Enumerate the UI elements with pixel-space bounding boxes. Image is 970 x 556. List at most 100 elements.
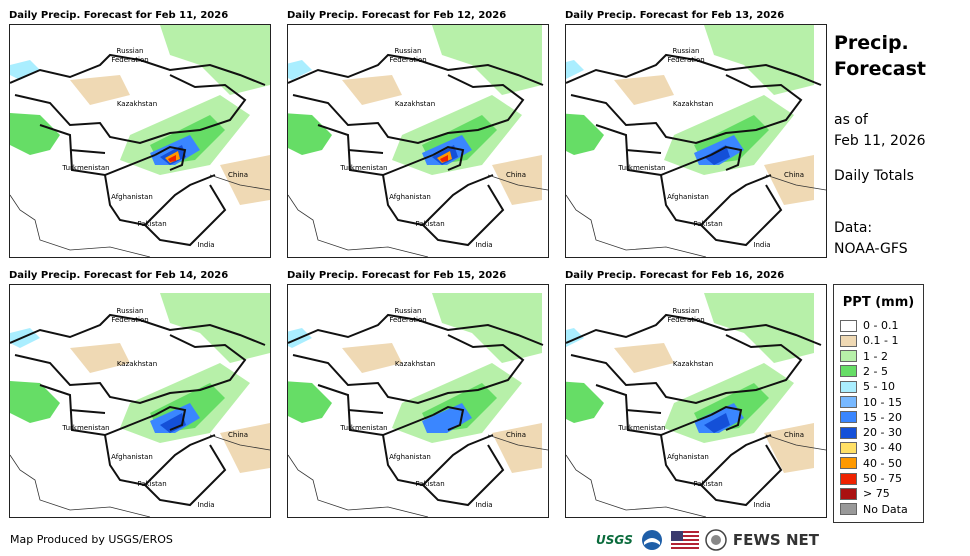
legend-item: 15 - 20 — [840, 411, 902, 424]
legend-swatch — [840, 411, 857, 424]
legend-label: 2 - 5 — [863, 364, 888, 378]
legend-label: 10 - 15 — [863, 395, 902, 409]
legend-item: > 75 — [840, 487, 890, 500]
label-kazakhstan: Kazakhstan — [117, 360, 157, 368]
forecast-map: Russian Federation Kazakhstan Turkmenist… — [565, 284, 827, 518]
label-china: China — [506, 171, 526, 179]
label-india: India — [475, 241, 492, 249]
label-russia: Russian — [117, 47, 144, 55]
forecast-map: Russian Federation Kazakhstan Turkmenist… — [565, 24, 827, 258]
legend-item: 40 - 50 — [840, 457, 902, 470]
legend-swatch — [840, 472, 857, 485]
country-borders — [288, 53, 544, 247]
forecast-map: Russian Federation Kazakhstan Turkmenist… — [287, 284, 549, 518]
label-india: India — [197, 241, 214, 249]
legend-label: 20 - 30 — [863, 426, 902, 440]
label-turkmenistan: Turkmenistan — [61, 424, 109, 432]
country-borders — [288, 313, 544, 507]
label-india: India — [475, 501, 492, 509]
usaid-seal-icon — [705, 529, 727, 551]
panel-title: Daily Precip. Forecast for Feb 14, 2026 — [9, 270, 229, 281]
legend-item: 20 - 30 — [840, 426, 902, 439]
legend-swatch — [840, 457, 857, 470]
label-turkmenistan: Turkmenistan — [339, 424, 387, 432]
basemap: Russian Federation Kazakhstan Turkmenist… — [10, 293, 270, 517]
legend-swatch — [840, 441, 857, 454]
panel-title: Daily Precip. Forecast for Feb 12, 2026 — [287, 10, 507, 21]
daily-totals-label: Daily Totals — [834, 168, 914, 184]
noaa-logo-icon — [641, 530, 662, 550]
legend-item: No Data — [840, 503, 908, 516]
label-afghanistan: Afghanistan — [111, 453, 153, 461]
label-pakistan: Pakistan — [137, 220, 166, 228]
label-pakistan: Pakistan — [415, 480, 444, 488]
legend-swatch — [840, 334, 857, 347]
legend-swatch — [840, 396, 857, 408]
label-federation: Federation — [389, 316, 426, 324]
coastline — [10, 434, 270, 517]
label-india: India — [753, 241, 770, 249]
basemap: Russian Federation Kazakhstan Turkmenist… — [566, 293, 826, 517]
precipitation-overlay — [566, 25, 814, 205]
legend-item: 0 - 0.1 — [840, 319, 898, 332]
precipitation-overlay — [10, 293, 270, 473]
panel-title: Daily Precip. Forecast for Feb 13, 2026 — [565, 10, 785, 21]
legend-swatch — [840, 380, 857, 393]
label-russia: Russian — [673, 47, 700, 55]
legend-swatch — [840, 350, 857, 363]
legend-label: No Data — [863, 502, 908, 516]
legend-label: 30 - 40 — [863, 441, 902, 455]
label-kazakhstan: Kazakhstan — [117, 100, 157, 108]
legend-item: 2 - 5 — [840, 365, 888, 378]
legend-title: PPT (mm) — [842, 295, 915, 310]
label-pakistan: Pakistan — [693, 220, 722, 228]
label-russia: Russian — [117, 307, 144, 315]
legend-swatch — [840, 319, 857, 332]
basemap: Russian Federation Kazakhstan Turkmenist… — [288, 25, 548, 257]
legend-item: 0.1 - 1 — [840, 334, 898, 347]
legend-label: 5 - 10 — [863, 380, 895, 394]
label-kazakhstan: Kazakhstan — [395, 360, 435, 368]
fews-net-logo: FEWS NET — [732, 531, 819, 549]
legend-item: 5 - 10 — [840, 380, 895, 393]
label-afghanistan: Afghanistan — [667, 453, 709, 461]
credit-text: Map Produced by USGS/EROS — [10, 533, 173, 546]
forecast-map: Russian Federation Kazakhstan Turkmenist… — [9, 24, 271, 258]
usgs-logo: USGS — [596, 533, 633, 547]
label-turkmenistan: Turkmenistan — [617, 424, 665, 432]
country-borders — [10, 53, 266, 247]
legend-swatch — [840, 365, 857, 378]
legend-swatch — [840, 426, 857, 439]
label-pakistan: Pakistan — [415, 220, 444, 228]
label-russia: Russian — [395, 47, 422, 55]
label-russia: Russian — [395, 307, 422, 315]
coastline — [288, 434, 548, 517]
data-source: Data: NOAA-GFS — [834, 220, 908, 257]
legend-label: > 75 — [863, 487, 890, 501]
basemap: Russian Federation Kazakhstan Turkmenist… — [10, 25, 270, 257]
precipitation-overlay — [288, 25, 542, 205]
label-afghanistan: Afghanistan — [389, 193, 431, 201]
legend-label: 50 - 75 — [863, 472, 902, 485]
country-borders — [566, 313, 822, 507]
legend-swatch — [840, 503, 857, 516]
label-india: India — [197, 501, 214, 509]
coastline — [566, 174, 826, 257]
label-pakistan: Pakistan — [693, 480, 722, 488]
precipitation-overlay — [288, 293, 542, 473]
label-china: China — [784, 431, 804, 439]
label-federation: Federation — [667, 56, 704, 64]
coastline — [10, 174, 270, 257]
basemap: Russian Federation Kazakhstan Turkmenist… — [566, 25, 826, 257]
basemap: Russian Federation Kazakhstan Turkmenist… — [288, 293, 548, 517]
label-russia: Russian — [673, 307, 700, 315]
label-afghanistan: Afghanistan — [667, 193, 709, 201]
label-federation: Federation — [389, 56, 426, 64]
label-pakistan: Pakistan — [137, 480, 166, 488]
legend-item: 50 - 75 — [840, 472, 902, 485]
label-kazakhstan: Kazakhstan — [673, 100, 713, 108]
panel-title: Daily Precip. Forecast for Feb 16, 2026 — [565, 270, 785, 281]
country-borders — [566, 53, 822, 247]
label-afghanistan: Afghanistan — [111, 193, 153, 201]
label-federation: Federation — [111, 56, 148, 64]
